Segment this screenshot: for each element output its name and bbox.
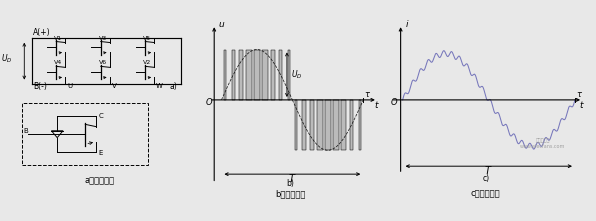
Text: V1: V1 bbox=[54, 36, 62, 41]
Text: $U_D$: $U_D$ bbox=[291, 69, 302, 81]
Text: V5: V5 bbox=[143, 36, 151, 41]
Bar bbox=[23, 103, 148, 165]
Text: $T$: $T$ bbox=[485, 164, 493, 176]
Bar bbox=[333, 100, 339, 150]
Text: V2: V2 bbox=[143, 60, 151, 65]
Text: c): c) bbox=[482, 174, 489, 183]
Text: a): a) bbox=[169, 82, 178, 91]
Bar bbox=[359, 100, 361, 150]
Bar bbox=[325, 100, 331, 150]
Text: V: V bbox=[111, 83, 116, 89]
Text: 电子发烧友
www.elecfans.com: 电子发烧友 www.elecfans.com bbox=[520, 138, 565, 149]
Text: $t$: $t$ bbox=[374, 99, 380, 110]
Text: $U_D$: $U_D$ bbox=[1, 52, 13, 65]
Text: $\tau$: $\tau$ bbox=[576, 90, 583, 99]
Text: W: W bbox=[156, 83, 163, 89]
Text: B: B bbox=[23, 128, 28, 134]
Text: E: E bbox=[99, 150, 103, 156]
Bar bbox=[350, 100, 353, 150]
Bar bbox=[288, 50, 290, 100]
Text: a）逆变电路: a）逆变电路 bbox=[85, 176, 115, 185]
Text: $O$: $O$ bbox=[205, 96, 213, 107]
Bar bbox=[239, 50, 243, 100]
Bar bbox=[231, 50, 235, 100]
Bar bbox=[280, 50, 283, 100]
Text: b): b) bbox=[287, 179, 294, 188]
Bar bbox=[224, 50, 226, 100]
Text: V4: V4 bbox=[54, 60, 63, 65]
Text: U: U bbox=[67, 83, 72, 89]
Text: $u$: $u$ bbox=[218, 20, 225, 29]
Text: c）电流波形: c）电流波形 bbox=[471, 190, 501, 199]
Text: B(-): B(-) bbox=[33, 82, 47, 91]
Bar bbox=[262, 50, 268, 100]
Bar bbox=[342, 100, 346, 150]
Bar bbox=[254, 50, 260, 100]
Bar bbox=[310, 100, 314, 150]
Bar bbox=[271, 50, 275, 100]
Text: A(+): A(+) bbox=[33, 28, 51, 37]
Text: $i$: $i$ bbox=[405, 18, 409, 29]
Text: $\tau$: $\tau$ bbox=[364, 90, 371, 99]
Bar bbox=[302, 100, 306, 150]
Text: $T$: $T$ bbox=[288, 172, 297, 184]
Text: $O$: $O$ bbox=[390, 96, 399, 107]
Bar bbox=[295, 100, 297, 150]
Text: V6: V6 bbox=[99, 60, 107, 65]
Text: V3: V3 bbox=[98, 36, 107, 41]
Text: b）电压波形: b）电压波形 bbox=[275, 190, 306, 199]
Text: $t$: $t$ bbox=[579, 99, 585, 110]
Bar bbox=[246, 50, 252, 100]
Text: C: C bbox=[99, 113, 104, 119]
Bar bbox=[317, 100, 323, 150]
